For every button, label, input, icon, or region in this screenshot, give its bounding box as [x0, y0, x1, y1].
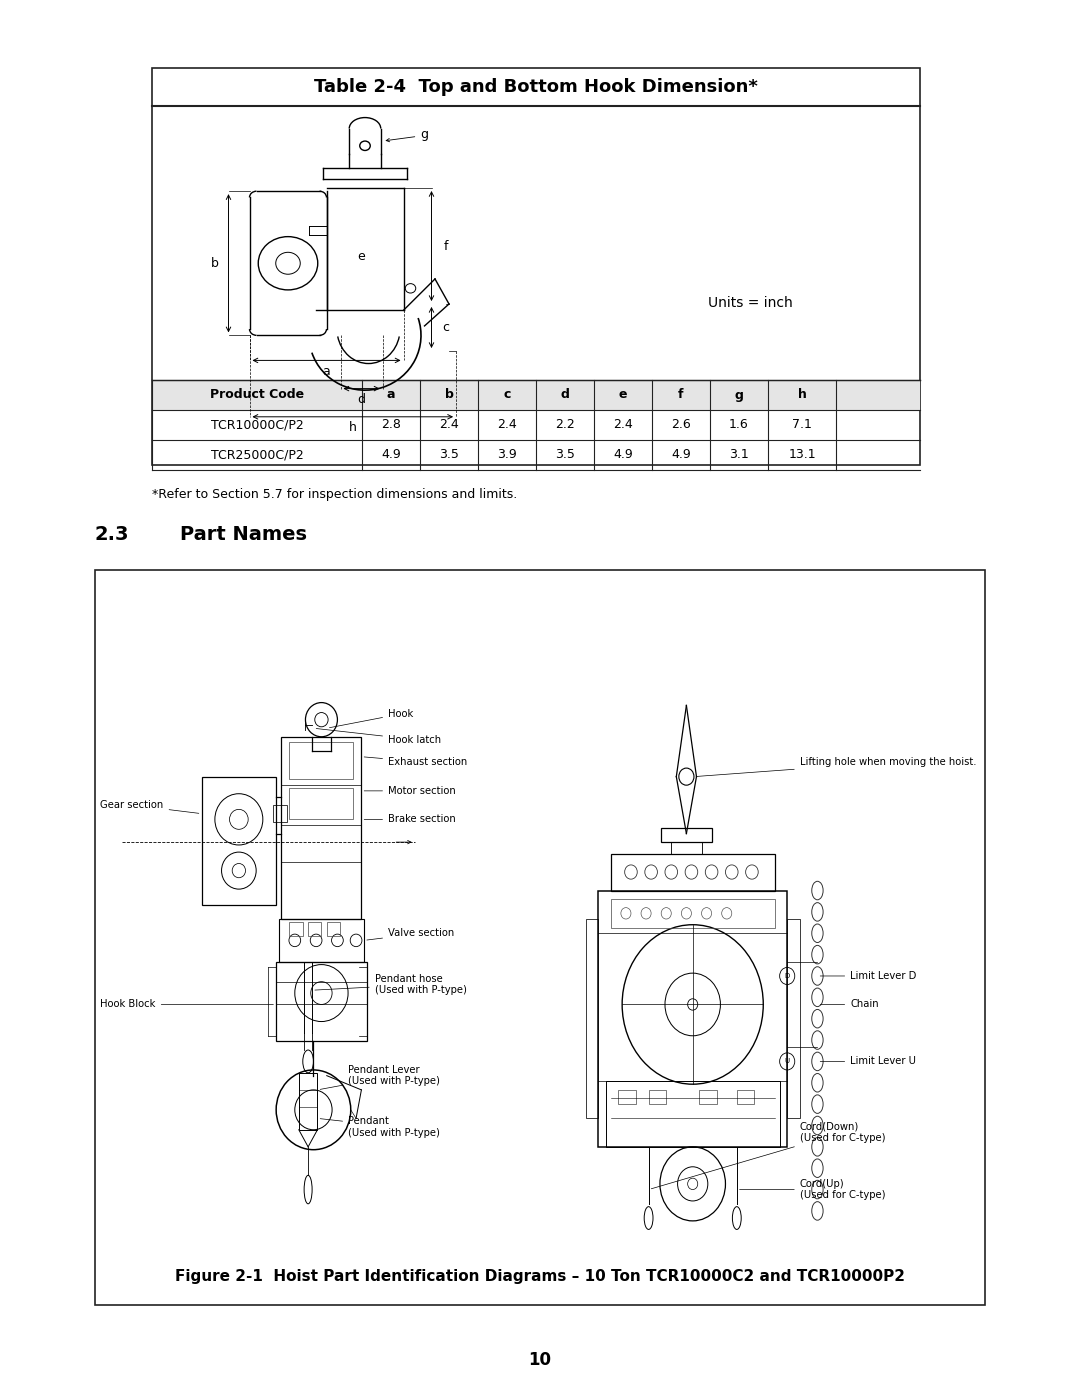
- Text: 4.9: 4.9: [613, 448, 633, 461]
- Text: 7.1: 7.1: [792, 419, 812, 432]
- Text: 2.3: 2.3: [95, 525, 130, 543]
- Text: Hook latch: Hook latch: [316, 728, 441, 745]
- Bar: [737, 1090, 755, 1104]
- Text: Cord(Down)
(Used for C-type): Cord(Down) (Used for C-type): [651, 1122, 886, 1189]
- Bar: [611, 900, 774, 928]
- Text: Pendant
(Used with P-type): Pendant (Used with P-type): [320, 1116, 440, 1137]
- Text: a: a: [323, 365, 330, 377]
- Text: 2.4: 2.4: [440, 419, 459, 432]
- Text: 4.9: 4.9: [381, 448, 401, 461]
- Text: Cord(Up)
(Used for C-type): Cord(Up) (Used for C-type): [740, 1179, 886, 1200]
- Text: a: a: [387, 388, 395, 401]
- Text: TCR25000C/P2: TCR25000C/P2: [211, 448, 303, 461]
- Text: Limit Lever D: Limit Lever D: [820, 971, 917, 981]
- Text: Hook Block: Hook Block: [100, 999, 273, 1010]
- Text: c: c: [503, 388, 511, 401]
- Text: Part Names: Part Names: [180, 525, 307, 543]
- Bar: [202, 777, 276, 905]
- Text: Chain: Chain: [820, 999, 879, 1010]
- Bar: [327, 922, 340, 936]
- Text: *Refer to Section 5.7 for inspection dimensions and limits.: *Refer to Section 5.7 for inspection dim…: [152, 488, 517, 502]
- Bar: [289, 922, 302, 936]
- Text: d: d: [561, 388, 569, 401]
- Bar: [619, 1090, 636, 1104]
- Text: Hook: Hook: [329, 710, 414, 728]
- Text: e: e: [357, 250, 365, 264]
- Bar: [299, 1073, 318, 1130]
- Text: c: c: [442, 321, 449, 334]
- Text: 3.5: 3.5: [555, 448, 575, 461]
- Text: 2.6: 2.6: [671, 419, 691, 432]
- Bar: [672, 842, 702, 854]
- Text: 2.4: 2.4: [497, 419, 517, 432]
- Text: Table 2-4  Top and Bottom Hook Dimension*: Table 2-4 Top and Bottom Hook Dimension*: [314, 78, 758, 96]
- Text: 3.1: 3.1: [729, 448, 748, 461]
- Text: f: f: [678, 388, 684, 401]
- Text: Figure 2-1  Hoist Part Identification Diagrams – 10 Ton TCR10000C2 and TCR10000P: Figure 2-1 Hoist Part Identification Dia…: [175, 1270, 905, 1284]
- Text: Motor section: Motor section: [364, 787, 456, 796]
- Bar: [787, 919, 800, 1119]
- Text: h: h: [797, 388, 807, 401]
- Bar: [279, 919, 364, 961]
- Bar: [585, 919, 598, 1119]
- Text: Brake section: Brake section: [364, 814, 456, 824]
- Text: 2.2: 2.2: [555, 419, 575, 432]
- Bar: [152, 68, 920, 465]
- Text: 3.5: 3.5: [440, 448, 459, 461]
- Text: Valve section: Valve section: [367, 928, 455, 940]
- Bar: [282, 736, 362, 919]
- Text: b: b: [211, 257, 218, 270]
- Text: Product Code: Product Code: [210, 388, 305, 401]
- Bar: [308, 922, 322, 936]
- Text: Gear section: Gear section: [100, 800, 199, 813]
- Bar: [661, 828, 712, 842]
- Bar: [273, 805, 287, 823]
- Bar: [95, 570, 985, 1305]
- Bar: [289, 788, 353, 820]
- Text: g: g: [420, 129, 429, 141]
- Text: d: d: [357, 393, 365, 407]
- Bar: [649, 1090, 666, 1104]
- Text: Pendant Lever
(Used with P-type): Pendant Lever (Used with P-type): [320, 1065, 440, 1090]
- Text: 2.4: 2.4: [613, 419, 633, 432]
- Text: 13.1: 13.1: [788, 448, 815, 461]
- Text: Limit Lever U: Limit Lever U: [820, 1056, 916, 1066]
- Text: U: U: [785, 1059, 789, 1065]
- Text: 4.9: 4.9: [671, 448, 691, 461]
- Bar: [606, 1081, 780, 1147]
- Text: e: e: [619, 388, 627, 401]
- Text: h: h: [349, 422, 356, 434]
- Text: Exhaust section: Exhaust section: [364, 757, 468, 767]
- Text: TCR10000C/P2: TCR10000C/P2: [211, 419, 303, 432]
- Text: Units = inch: Units = inch: [707, 296, 793, 310]
- Bar: [289, 742, 353, 780]
- Text: Pendant hose
(Used with P-type): Pendant hose (Used with P-type): [315, 974, 467, 995]
- Text: 3.9: 3.9: [497, 448, 517, 461]
- Bar: [598, 890, 787, 1147]
- Text: f: f: [443, 239, 448, 253]
- Text: 2.8: 2.8: [381, 419, 401, 432]
- Text: Lifting hole when moving the hoist.: Lifting hole when moving the hoist.: [697, 757, 976, 777]
- Text: D: D: [784, 972, 789, 979]
- Text: 10: 10: [528, 1351, 552, 1369]
- Text: b: b: [445, 388, 454, 401]
- Text: g: g: [734, 388, 743, 401]
- Bar: [152, 380, 920, 409]
- Bar: [699, 1090, 717, 1104]
- Bar: [611, 854, 774, 890]
- Text: 1.6: 1.6: [729, 419, 748, 432]
- Bar: [276, 961, 367, 1042]
